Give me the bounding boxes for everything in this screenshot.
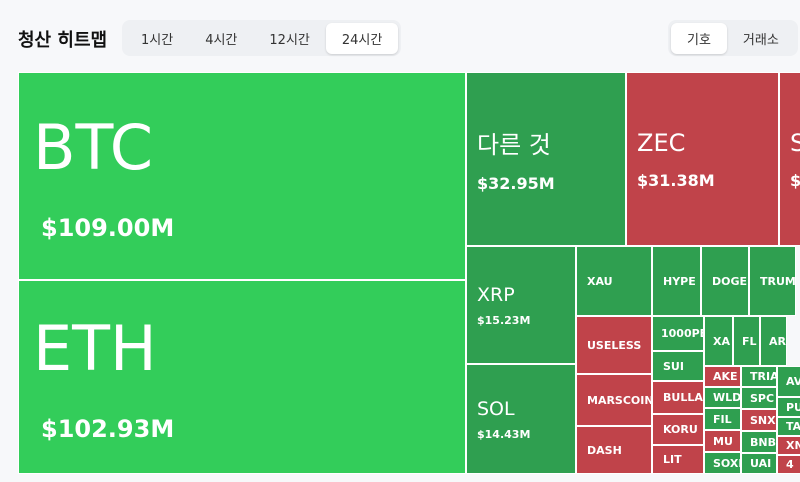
tile-label: 다른 것 [477,131,551,159]
tile-label: 4 [786,458,794,471]
tile-label: SUI [663,359,684,373]
tile-label: LIT [663,453,682,466]
tile-label: 1000PE [661,327,704,340]
tile-label: TRUMP [760,274,796,288]
tile-label: MARSCOIN [587,393,652,407]
tile-label: FIL [713,412,732,426]
tile[interactable]: SOXL [704,452,741,474]
tab[interactable]: 기호 [671,22,727,54]
tile-value: $1 [790,171,800,190]
tile[interactable]: 1000PE [652,316,704,351]
tile[interactable]: 다른 것 $32.95M [466,72,626,246]
tile[interactable]: BNB [741,431,777,453]
tile[interactable]: 4 [777,455,800,474]
tile-label: USELESS [587,338,642,352]
tab[interactable]: 24시간 [325,22,399,54]
tile[interactable]: TRIA [741,366,777,387]
tile[interactable]: SOL $14.43M [466,364,576,474]
tile-label: UAI [750,457,772,470]
tile[interactable]: XN [777,436,800,455]
tile[interactable]: XA [704,316,733,366]
tile[interactable]: BULLA [652,381,704,414]
tab[interactable]: 거래소 [742,32,779,48]
tile-label: DOGE [712,274,748,288]
tile-label: BTC [33,110,154,184]
tile-label: KORU [663,423,698,436]
tile[interactable]: TA [777,417,800,436]
tile[interactable]: SNX [741,409,777,431]
tile[interactable]: S $1 [779,72,800,246]
tile[interactable]: FIL [704,408,741,430]
tile-label: HYPE [663,274,696,288]
tile[interactable]: PU [777,397,800,417]
tile[interactable]: XAU [576,246,652,316]
tile-label: SOL [477,397,515,420]
tile[interactable]: DOGE [701,246,749,316]
tile[interactable]: BTC $109.00M [18,72,466,280]
tile[interactable]: DASH [576,426,652,474]
tile-label: TA [786,420,800,433]
tile-label: BNB [750,435,776,449]
tile-value: $15.23M [477,313,531,327]
tile-value: $31.38M [637,170,715,190]
tile-value: $14.43M [477,427,531,441]
tile-label: PU [786,400,800,414]
tile-label: FL [742,334,757,348]
tile[interactable]: HYPE [652,246,701,316]
view-tabs: 기호 거래소 [668,20,798,56]
tile-label: BULLA [663,391,703,404]
tile-label: XRP [477,283,515,306]
tile[interactable]: USELESS [576,316,652,374]
tab[interactable]: 12시간 [269,32,310,48]
tile[interactable]: ZEC $31.38M [626,72,779,246]
tile-value: $102.93M [41,414,175,443]
tile-label: SNX [750,413,776,427]
tile-label: ETH [33,311,157,385]
tile-label: WLD [713,391,741,404]
tile-label: ZEC [637,128,686,157]
tile[interactable]: TRUMP [749,246,796,316]
tile[interactable]: MU [704,430,741,452]
tile-value: $32.95M [477,174,555,193]
tile-label: S [790,129,800,157]
tile-label: XA [713,334,730,348]
tile-label: XN [786,439,800,452]
tab[interactable]: 1시간 [141,32,174,48]
tile[interactable]: UAI [741,453,777,474]
tile[interactable]: AV [777,366,800,397]
tile[interactable]: XRP $15.23M [466,246,576,364]
tile[interactable]: WLD [704,387,741,408]
tile-value: $109.00M [41,213,175,242]
tile-label: DASH [587,443,622,457]
tile[interactable]: ETH $102.93M [18,280,466,474]
time-tabs: 1시간 4시간 12시간 24시간 [122,20,402,56]
tile[interactable]: SUI [652,351,704,381]
tile-label: XAU [587,274,613,288]
tile[interactable]: AKE [704,366,741,387]
tile[interactable]: LIT [652,445,704,474]
tab[interactable]: 4시간 [205,32,238,48]
tile[interactable]: SPC [741,387,777,409]
tile-label: TRIA [750,370,777,383]
tile-label: SOXL [713,456,740,470]
tile[interactable]: AR [760,316,787,366]
tile[interactable]: FL [733,316,760,366]
tile-label: AR [769,334,786,348]
tile-label: MU [713,434,733,448]
tile-label: SPC [750,391,775,405]
tile[interactable]: KORU [652,414,704,445]
tile-label: AV [786,375,800,388]
tile-label: AKE [713,370,738,383]
tile[interactable]: MARSCOIN [576,374,652,426]
page-title: 청산 히트맵 [18,30,108,51]
